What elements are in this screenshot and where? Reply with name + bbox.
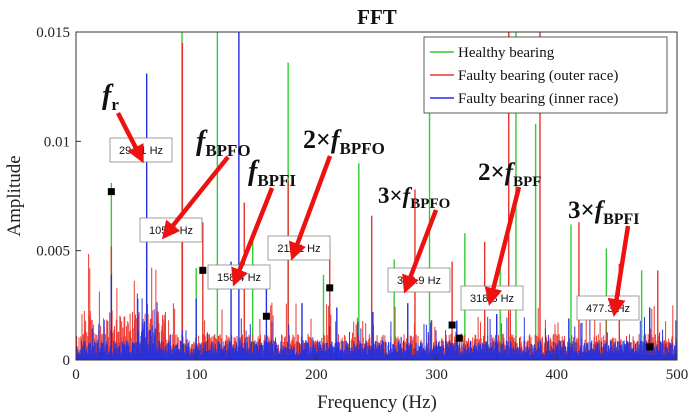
data-tip-label: 312.9 Hz (397, 275, 441, 287)
annotation-arrow (484, 186, 522, 306)
data-tip-marker (646, 343, 654, 351)
annotation-prefix: 3× (378, 183, 403, 208)
annotation: 2×fBPF (478, 159, 541, 306)
annotation-symbol: f (196, 126, 208, 157)
chart-title: FFT (357, 5, 397, 29)
data-tip-marker (455, 334, 463, 342)
data-tip: 318.8 Hz (455, 285, 524, 342)
data-tip-marker (326, 284, 334, 292)
data-tip-marker (199, 266, 207, 274)
y-tick-label: 0 (63, 353, 71, 369)
annotation: fBPFI (231, 156, 296, 287)
legend-label-3: Faulty bearing (inner race) (458, 91, 618, 107)
y-tick-label: 0.01 (44, 134, 70, 150)
x-tick-label: 100 (185, 367, 208, 383)
annotation-label: fBPFI (248, 156, 296, 190)
legend-box (423, 36, 668, 114)
data-tip-marker (448, 321, 456, 329)
annotation-symbol: f (505, 159, 516, 186)
plot-frame (75, 31, 678, 361)
annotation: fr (102, 80, 144, 164)
annotation-subscript: BPFI (257, 171, 296, 190)
data-tip: 312.9 Hz (387, 267, 456, 329)
legend-label-2: Faulty bearing (outer race) (458, 68, 618, 84)
y-tick-label: 0.005 (36, 244, 70, 260)
annotation-arrow (402, 209, 439, 294)
annotation-label: 2×fBPFO (303, 125, 385, 158)
x-tick-label: 500 (666, 367, 689, 383)
series-3-noise (76, 293, 677, 360)
x-tick-label: 200 (305, 367, 328, 383)
y-axis-label: Amplitude (4, 155, 25, 236)
x-axis-label: Frequency (Hz) (317, 392, 437, 413)
annotation-prefix: 2× (303, 125, 331, 154)
annotation-label: 3×fBPFO (378, 183, 450, 212)
annotation-prefix: 3× (568, 197, 595, 224)
annotation-subscript: BPF (513, 174, 541, 190)
annotation-label: fr (102, 80, 119, 114)
annotation-symbol: f (403, 183, 413, 208)
data-tip: 29.41 Hz (107, 137, 173, 196)
data-tip-label: 477.3 Hz (586, 303, 630, 315)
annotation-symbol: f (595, 197, 606, 224)
x-tick-label: 0 (72, 367, 80, 383)
data-tip-marker (107, 188, 115, 196)
annotation: 3×fBPFO (378, 183, 450, 294)
annotation-subscript: BPFO (410, 196, 450, 212)
annotation: 2×fBPFO (289, 125, 385, 261)
annotation-arrow (231, 187, 275, 287)
data-tip-marker (262, 312, 270, 320)
annotation-arrow (161, 155, 230, 240)
annotation-label: 3×fBPFI (568, 197, 640, 228)
annotation-symbol: f (248, 156, 260, 187)
legend: Healthy bearing Faulty bearing (outer rac… (423, 36, 668, 114)
annotation-subscript: BPFO (205, 141, 250, 160)
annotation-arrow (115, 111, 144, 164)
data-tip-box (387, 267, 451, 293)
axes-layer: 0 100 200 300 400 500 0 0.005 0.01 0.015 (36, 25, 688, 383)
annotation-label: 2×fBPF (478, 159, 541, 190)
annotation-subscript: BPFO (340, 139, 385, 158)
annotation-prefix: 2× (478, 159, 505, 186)
annotation-subscript: r (111, 95, 119, 114)
annotation-symbol: f (331, 125, 342, 154)
annotation-arrow (607, 225, 631, 318)
annotation: fBPFO (161, 126, 251, 240)
annotation-label: fBPFO (196, 126, 251, 160)
y-tick-label: 0.015 (36, 25, 70, 41)
x-tick-label: 400 (546, 367, 569, 383)
annotation-subscript: BPFI (603, 211, 639, 228)
annotation: 3×fBPFI (568, 197, 640, 318)
annotation-symbol: f (102, 80, 114, 111)
x-tick-label: 300 (425, 367, 448, 383)
legend-label-1: Healthy bearing (458, 45, 555, 61)
annotation-arrow (289, 155, 333, 261)
